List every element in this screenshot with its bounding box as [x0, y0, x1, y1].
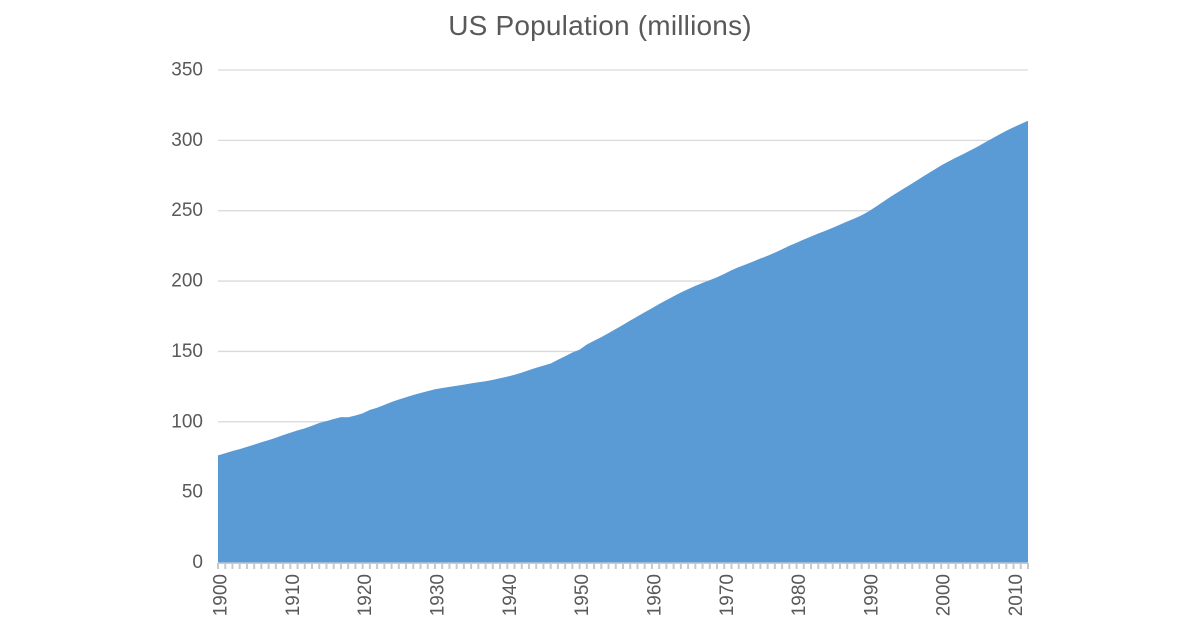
chart-title: US Population (millions): [448, 10, 752, 41]
x-axis-label-1930: 1930: [427, 574, 448, 616]
y-axis-label-250: 250: [171, 200, 203, 221]
y-axis-label-300: 300: [171, 130, 203, 151]
x-axis-label-1910: 1910: [283, 574, 304, 616]
x-axis-label-1920: 1920: [355, 574, 376, 616]
area-series: [218, 120, 1028, 563]
x-axis-label-1940: 1940: [500, 574, 521, 616]
y-axis-label-50: 50: [182, 482, 203, 503]
x-axis-label-1900: 1900: [211, 574, 232, 616]
x-axis-label-2010: 2010: [1006, 574, 1027, 616]
x-axis-label-1970: 1970: [717, 574, 738, 616]
y-axis-label-200: 200: [171, 271, 203, 292]
y-axis-label-350: 350: [171, 60, 203, 81]
y-axis-label-0: 0: [192, 552, 203, 573]
x-axis-label-1950: 1950: [572, 574, 593, 616]
x-axis-label-1980: 1980: [789, 574, 810, 616]
x-axis-label-1960: 1960: [644, 574, 665, 616]
x-axis-label-2000: 2000: [934, 574, 955, 616]
x-axis-label-1990: 1990: [861, 574, 882, 616]
y-axis-label-150: 150: [171, 341, 203, 362]
y-axis-label-100: 100: [171, 411, 203, 432]
